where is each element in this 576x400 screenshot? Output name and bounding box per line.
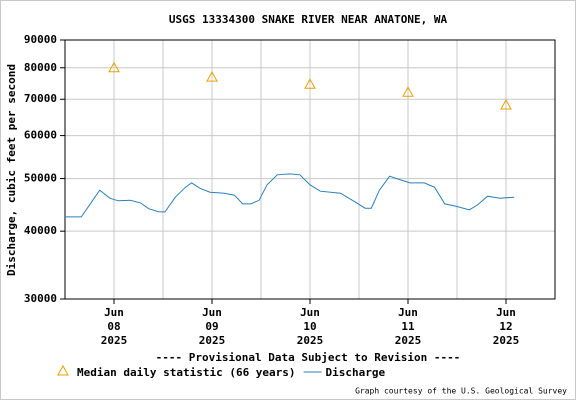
x-tick-label: 12: [499, 320, 512, 333]
x-tick-label: 2025: [297, 334, 324, 347]
y-axis-label: Discharge, cubic feet per second: [5, 64, 18, 276]
median-marker: [206, 71, 218, 82]
y-tick-label: 80000: [24, 61, 57, 74]
median-marker: [108, 61, 120, 73]
median-marker: [500, 99, 512, 110]
x-tick-label: 10: [303, 320, 316, 333]
legend-label: Discharge: [326, 366, 386, 379]
discharge-line: [65, 173, 515, 218]
provisional-note: ---- Provisional Data Subject to Revisio…: [156, 351, 461, 364]
x-tick-label: 2025: [395, 334, 422, 347]
x-tick-label: Jun: [202, 306, 222, 319]
y-tick-label: 30000: [24, 292, 57, 305]
legend-marker: [57, 364, 69, 376]
x-tick-label: 2025: [199, 334, 226, 347]
y-tick-label: 50000: [24, 172, 57, 185]
x-tick-label: Jun: [398, 306, 418, 319]
plot-border: [64, 39, 556, 300]
y-tick-label: 90000: [24, 33, 57, 46]
y-tick-label: 70000: [24, 92, 57, 105]
x-tick-label: Jun: [496, 306, 516, 319]
legend-label: Median daily statistic (66 years): [77, 366, 296, 379]
x-tick-label: 09: [205, 320, 218, 333]
credit: Graph courtesy of the U.S. Geological Su…: [355, 387, 567, 396]
x-tick-label: 2025: [101, 334, 128, 347]
median-marker: [304, 78, 316, 89]
x-tick-label: Jun: [300, 306, 320, 319]
x-tick-label: 2025: [493, 334, 520, 347]
median-marker: [402, 86, 414, 97]
y-tick-label: 60000: [24, 129, 57, 142]
x-tick-label: Jun: [104, 306, 124, 319]
y-tick-label: 40000: [24, 224, 57, 237]
x-tick-label: 11: [401, 320, 415, 333]
chart-title: USGS 13334300 SNAKE RIVER NEAR ANATONE, …: [169, 13, 448, 26]
x-tick-label: 08: [107, 320, 120, 333]
